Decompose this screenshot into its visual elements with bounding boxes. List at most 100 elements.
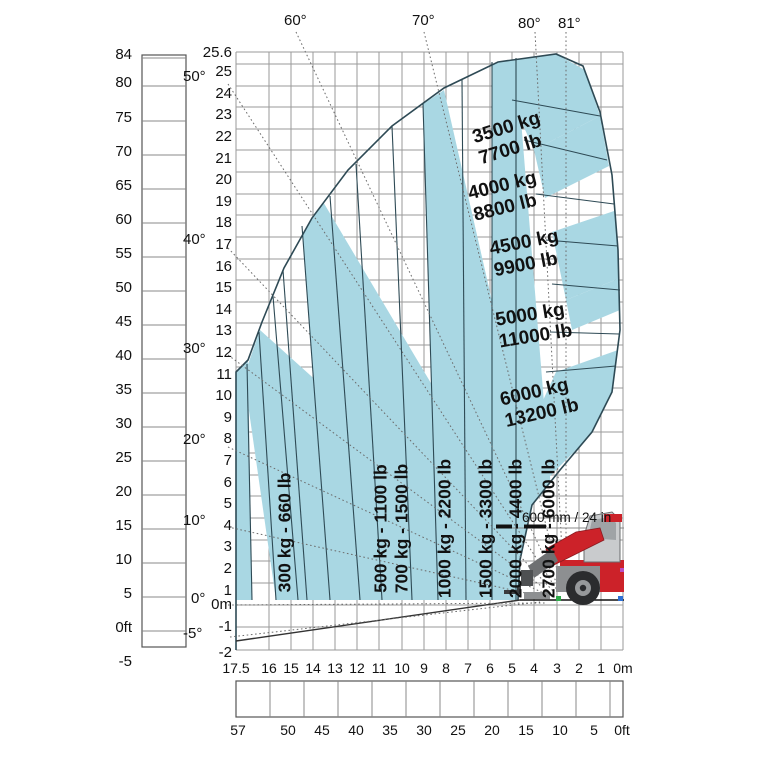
- y-tick-ft-75: 75: [115, 109, 132, 126]
- y-tick-m-17: 17: [215, 236, 232, 253]
- y-tick-m-7: 7: [223, 452, 232, 469]
- x-tick-m-17-5: 17.5: [222, 660, 250, 676]
- x-tick-m-8: 8: [442, 660, 450, 676]
- y-tick-ft-35: 35: [115, 381, 132, 398]
- angle-label-left-30: 30°: [183, 340, 206, 357]
- angle-label-left-0: 0°: [191, 590, 206, 607]
- y-tick-ft-30: 30: [115, 415, 132, 432]
- y-tick-m-25-6: 25.6: [202, 44, 232, 61]
- x-tick-ft-45: 45: [314, 722, 330, 738]
- y-tick-ft-minus5: -5: [118, 653, 132, 670]
- ray-80: [534, 31, 565, 591]
- angle-label-left-40: 40°: [183, 231, 206, 248]
- x-tick-m-6: 6: [486, 660, 494, 676]
- ft-scale-box: [141, 54, 187, 648]
- angle-label-top-81: 81°: [558, 15, 581, 32]
- ray-70: [423, 31, 563, 591]
- x-tick-ft-40: 40: [348, 722, 364, 738]
- y-tick-m-12: 12: [215, 344, 232, 361]
- y-tick-ft-70: 70: [115, 143, 132, 160]
- y-tick-m-13: 13: [215, 322, 232, 339]
- angle-label-top-80: 80°: [518, 15, 541, 32]
- y-tick-m-minus1: -1: [218, 618, 232, 635]
- y-tick-m-22: 22: [215, 128, 232, 145]
- y-tick-m-8: 8: [223, 430, 232, 447]
- capacity-band-4500: [552, 210, 620, 300]
- y-tick-m-10: 10: [215, 387, 232, 404]
- y-tick-m-21: 21: [215, 150, 232, 167]
- x-tick-m-11: 11: [371, 660, 387, 676]
- boom-angle-rays: [227, 31, 567, 638]
- capacity-label-2700kg: 2700 kg - 6000 lb: [538, 458, 559, 599]
- y-tick-m-minus2: -2: [218, 644, 232, 661]
- y-tick-m-16: 16: [215, 258, 232, 275]
- angle-label-left-20: 20°: [183, 431, 206, 448]
- x-tick-ft-30: 30: [416, 722, 432, 738]
- ray-20: [227, 446, 551, 597]
- y-tick-m-19: 19: [215, 193, 232, 210]
- envelope-outline: [235, 53, 621, 650]
- x-tick-m-10: 10: [394, 660, 410, 676]
- x-tick-ft-15: 15: [518, 722, 534, 738]
- x-tick-ft-35: 35: [382, 722, 398, 738]
- angle-label-top-60: 60°: [284, 12, 307, 29]
- x-tick-m-16: 16: [261, 660, 277, 676]
- x-tick-m-3: 3: [553, 660, 561, 676]
- x-tick-m-12: 12: [349, 660, 365, 676]
- ray-minus5: [229, 601, 541, 638]
- y-tick-ft-5: 5: [123, 585, 132, 602]
- y-tick-m-15: 15: [215, 279, 232, 296]
- y-tick-ft-45: 45: [115, 313, 132, 330]
- capacity-label-500kg: 500 kg - 1100 lb: [370, 464, 391, 593]
- y-tick-ft-25: 25: [115, 449, 132, 466]
- ray-10: [227, 526, 549, 599]
- x-tick-ft-25: 25: [450, 722, 466, 738]
- y-tick-ft-55: 55: [115, 245, 132, 262]
- ray-40: [227, 247, 555, 593]
- y-tick-m-1: 1: [223, 582, 232, 599]
- capacity-band-3500: [508, 54, 600, 150]
- y-tick-ft-10: 10: [115, 551, 132, 568]
- capacity-label-700kg: 700 kg - 1500 lb: [391, 463, 412, 594]
- bottom-ft-scale-box: [235, 680, 624, 718]
- capacity-label-1000kg: 1000 kg - 2200 lb: [434, 458, 455, 599]
- x-tick-m-9: 9: [420, 660, 428, 676]
- capacity-band-4500b: [566, 278, 620, 330]
- x-tick-ft-20: 20: [484, 722, 500, 738]
- y-tick-ft-40: 40: [115, 347, 132, 364]
- y-tick-m-5: 5: [223, 495, 232, 512]
- y-tick-ft-84: 84: [115, 46, 132, 63]
- y-tick-ft-65: 65: [115, 177, 132, 194]
- y-tick-m-25: 25: [215, 63, 232, 80]
- y-tick-ft-50: 50: [115, 279, 132, 296]
- x-tick-m-0: 0m: [613, 660, 633, 676]
- y-tick-ft-15: 15: [115, 517, 132, 534]
- angle-label-left-10: 10°: [183, 512, 206, 529]
- x-tick-m-5: 5: [508, 660, 516, 676]
- fork-offset-label: 600 mm / 24 in: [522, 510, 612, 525]
- angle-label-left-minus5: -5°: [183, 625, 203, 642]
- y-tick-m-23: 23: [215, 106, 232, 123]
- y-tick-ft-80: 80: [115, 74, 132, 91]
- y-tick-ft-60: 60: [115, 211, 132, 228]
- x-tick-ft-5: 5: [590, 722, 598, 738]
- y-tick-m-0: 0m: [211, 596, 232, 613]
- x-tick-m-13: 13: [327, 660, 343, 676]
- angle-label-top-70: 70°: [412, 12, 435, 29]
- x-tick-m-2: 2: [575, 660, 583, 676]
- y-tick-m-18: 18: [215, 214, 232, 231]
- envelope-floor-line: [235, 599, 521, 642]
- y-tick-m-24: 24: [215, 85, 232, 102]
- capacity-band-6000: [518, 350, 618, 500]
- y-tick-m-14: 14: [215, 301, 232, 318]
- telehandler-illustration: [504, 511, 624, 605]
- band-arcs: [511, 99, 621, 373]
- x-tick-ft-57: 57: [230, 722, 246, 738]
- y-tick-m-6: 6: [223, 474, 232, 491]
- capacity-band-3500b: [534, 116, 609, 198]
- angle-label-left-50: 50°: [183, 68, 206, 85]
- x-tick-m-15: 15: [283, 660, 299, 676]
- x-tick-m-7: 7: [464, 660, 472, 676]
- ft-scale-ticks: [142, 57, 186, 632]
